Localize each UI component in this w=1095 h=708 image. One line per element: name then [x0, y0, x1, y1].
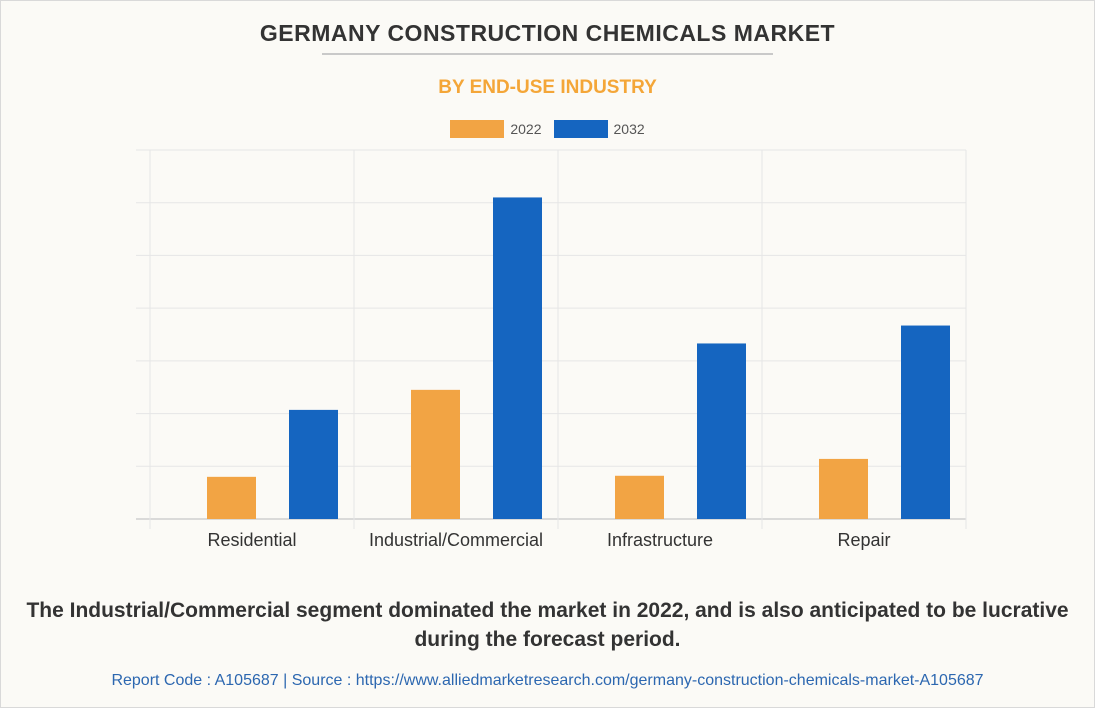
- bar-2022-infrastructure: [615, 475, 664, 519]
- bar-2022-repair: [819, 458, 868, 519]
- chart-caption: The Industrial/Commercial segment domina…: [26, 599, 1069, 651]
- source-footer[interactable]: Report Code : A105687 | Source : https:/…: [111, 672, 984, 689]
- x-tick-label: Infrastructure: [607, 530, 713, 550]
- legend-label-2022: 2022: [510, 121, 542, 137]
- legend-item-2032[interactable]: 2032: [553, 120, 645, 138]
- x-tick-label: Residential: [207, 530, 296, 550]
- bar-2032-repair: [901, 325, 950, 519]
- bar-2032-industrial-commercial: [493, 197, 542, 519]
- bar-2032-residential: [289, 409, 338, 519]
- legend-label-2032: 2032: [613, 121, 645, 137]
- title-divider: [322, 53, 773, 55]
- x-tick-label: Repair: [837, 530, 890, 550]
- legend-swatch-2032: [553, 120, 608, 138]
- bar-2022-industrial-commercial: [411, 389, 460, 519]
- chart-title: GERMANY CONSTRUCTION CHEMICALS MARKET: [259, 20, 836, 46]
- legend-swatch-2022: [450, 120, 505, 138]
- legend-item-2022[interactable]: 2022: [450, 120, 542, 138]
- bar-2032-infrastructure: [697, 343, 746, 519]
- x-tick-label: Industrial/Commercial: [369, 530, 543, 550]
- bar-2022-residential: [207, 476, 256, 519]
- chart-subtitle: BY END-USE INDUSTRY: [438, 77, 657, 98]
- chart-legend: 2022 2032: [0, 120, 1095, 138]
